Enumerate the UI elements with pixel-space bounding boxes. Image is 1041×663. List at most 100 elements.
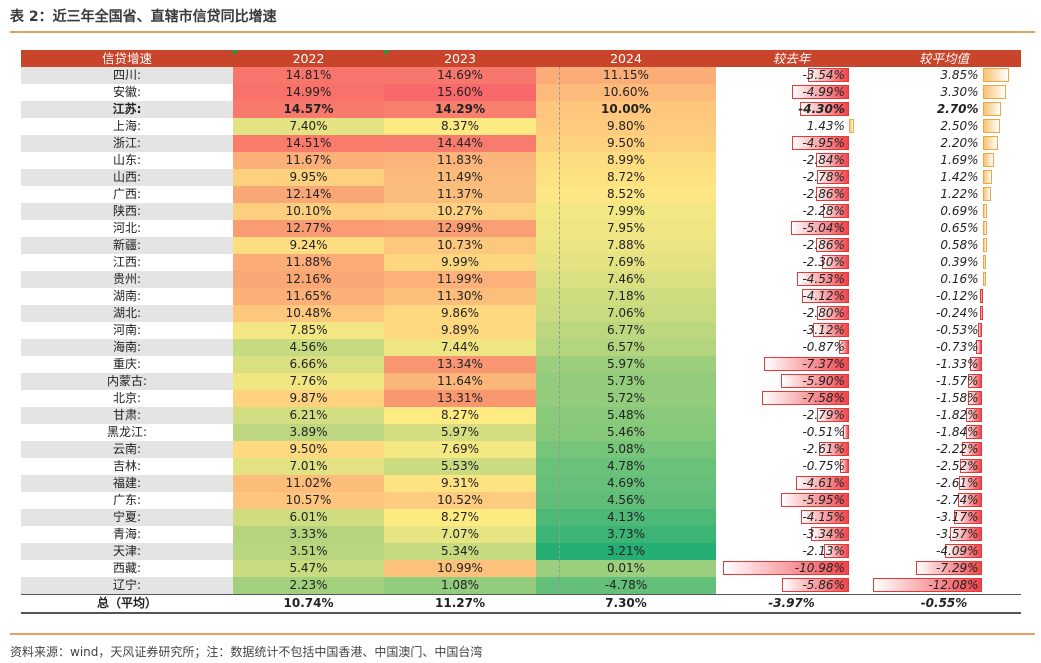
province-name: 江苏: [112,102,142,116]
vs-average-bar [965,425,983,439]
table-title: 表 2：近三年全国省、直辖市信贷同比增速 [10,9,277,25]
vs-last-year-label: -10.98% [794,561,845,575]
table-row: 内蒙古: 7.76% 11.64% 5.73% -5.90% -1.57% [21,373,1021,390]
vs-last-year-cell: -5.04% [716,220,867,237]
province-name: 山西: [112,170,142,184]
vs-last-year-label: -4.61% [802,476,845,490]
vs-average-bar [977,323,983,337]
vs-average-cell: 1.42% [867,169,1021,186]
vs-average-label: -2.61% [936,476,979,490]
vs-average-label: -12.08% [928,578,979,592]
value-2023: 5.53% [384,458,536,475]
header-name: 信贷增速 [101,51,152,66]
table-row: 山西: 9.95% 11.49% 8.72% -2.78% 1.42% [21,169,1021,186]
vs-last-year-label: -2.30% [802,255,845,269]
vs-average-cell: -12.08% [867,577,1021,594]
value-2022: 14.99% [233,84,384,101]
vs-last-year-cell: -3.34% [716,526,867,543]
value-2023: 12.99% [384,220,536,237]
value-2023: 14.44% [384,135,536,152]
vs-last-year-cell: -3.54% [716,67,867,84]
province-name: 新疆: [112,238,142,252]
vs-average-bar [953,510,983,524]
table-total-row: 总（平均） 10.74% 11.27% 7.30% -3.97% -0.55% [21,594,1021,614]
vs-average-cell: -0.53% [867,322,1021,339]
province-name: 青海: [112,527,142,541]
table-row: 四川: 14.81% 14.69% 11.15% -3.54% 3.85% [21,67,1021,84]
header-2022: 2022 [292,51,325,66]
vs-last-year-label: -5.95% [802,493,845,507]
value-2023: 13.34% [384,356,536,373]
vs-average-label: -1.58% [936,391,979,405]
vs-average-cell: 0.65% [867,220,1021,237]
value-2024: 8.99% [536,152,716,169]
province-name: 山东: [112,153,142,167]
value-2023: 7.07% [384,526,536,543]
vs-average-bar [945,544,983,558]
value-2022: 7.40% [233,118,384,135]
province-name: 四川: [112,68,142,82]
vs-last-year-cell: -0.51% [716,424,867,441]
value-2024: 0.01% [536,560,716,577]
value-2022: 5.47% [233,560,384,577]
vs-average-label: -1.82% [936,408,979,422]
header-2023: 2023 [444,51,476,66]
vs-last-year-label: -2.84% [802,153,845,167]
value-2024: 7.69% [536,254,716,271]
vs-average-bar [982,221,988,235]
vs-last-year-bar [838,340,849,354]
vs-last-year-bar [722,561,849,575]
value-2023: 9.99% [384,254,536,271]
vs-last-year-bar [780,493,849,507]
value-2022: 9.50% [233,441,384,458]
vs-last-year-label: -5.86% [802,578,845,592]
vs-last-year-bar [813,323,849,337]
value-2022: 14.51% [233,135,384,152]
value-2023: 13.31% [384,390,536,407]
vs-average-cell: -2.74% [867,492,1021,509]
header-2024: 2024 [610,51,642,66]
value-2023: 10.52% [384,492,536,509]
vs-average-cell: -2.22% [867,441,1021,458]
value-2023: 10.27% [384,203,536,220]
vs-average-bar [975,340,983,354]
vs-average-bar [982,187,992,201]
total-vs-last-year: -3.97% [768,596,815,610]
vs-average-cell: 1.22% [867,186,1021,203]
vs-last-year-cell: -7.37% [716,356,867,373]
value-2024: 4.56% [536,492,716,509]
vs-average-cell: 0.69% [867,203,1021,220]
vs-average-label: -2.52% [936,459,979,473]
table-row: 黑龙江: 3.89% 5.97% 5.46% -0.51% -1.84% [21,424,1021,441]
value-2022: 11.02% [233,475,384,492]
vs-last-year-cell: -2.61% [716,441,867,458]
table-row: 宁夏: 6.01% 8.27% 4.13% -4.15% -3.17% [21,509,1021,526]
value-2024: 3.73% [536,526,716,543]
vs-average-bar [982,136,998,150]
vs-last-year-cell: -4.99% [716,84,867,101]
value-2022: 6.66% [233,356,384,373]
vs-average-bar [982,272,986,286]
vs-average-label: 2.50% [940,119,979,133]
value-2024: 5.08% [536,441,716,458]
value-2024: 7.95% [536,220,716,237]
vs-last-year-bar [791,221,849,235]
vs-average-cell: 1.69% [867,152,1021,169]
vs-last-year-cell: -4.12% [716,288,867,305]
value-2022: 11.67% [233,152,384,169]
table-row: 福建: 11.02% 9.31% 4.69% -4.61% -2.61% [21,475,1021,492]
province-name: 宁夏: [112,510,142,524]
vs-last-year-bar [816,408,849,422]
value-2023: 10.99% [384,560,536,577]
vs-average-label: -0.53% [936,323,979,337]
vs-average-label: -2.74% [936,493,979,507]
vs-last-year-cell: -4.53% [716,271,867,288]
vs-last-year-label: -2.86% [802,187,845,201]
vs-last-year-cell: -2.78% [716,169,867,186]
table-row: 辽宁: 2.23% 1.08% -4.78% -5.86% -12.08% [21,577,1021,594]
vs-average-bar [982,204,988,218]
vs-average-cell: -7.29% [867,560,1021,577]
value-2022: 6.01% [233,509,384,526]
vs-average-cell: 0.16% [867,271,1021,288]
vs-last-year-label: -2.61% [802,442,845,456]
